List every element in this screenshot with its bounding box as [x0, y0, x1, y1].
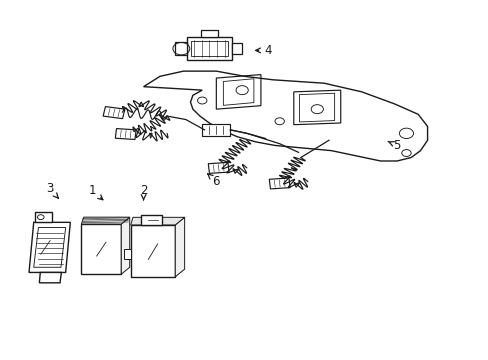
- Polygon shape: [143, 71, 427, 161]
- Text: 3: 3: [46, 182, 58, 198]
- Text: 5: 5: [387, 139, 400, 152]
- Polygon shape: [103, 107, 124, 119]
- Polygon shape: [115, 129, 136, 139]
- Polygon shape: [269, 178, 289, 189]
- Polygon shape: [175, 217, 184, 277]
- Polygon shape: [208, 162, 228, 174]
- Polygon shape: [121, 217, 129, 274]
- Polygon shape: [35, 212, 52, 222]
- Polygon shape: [202, 124, 230, 136]
- Polygon shape: [39, 273, 61, 283]
- Polygon shape: [175, 42, 186, 55]
- Polygon shape: [123, 249, 130, 260]
- Polygon shape: [81, 224, 121, 274]
- Polygon shape: [130, 217, 184, 225]
- Polygon shape: [81, 217, 129, 224]
- Polygon shape: [186, 37, 231, 60]
- Polygon shape: [231, 44, 242, 54]
- Text: 6: 6: [207, 174, 220, 188]
- Polygon shape: [141, 215, 162, 225]
- Text: 1: 1: [88, 184, 102, 200]
- Polygon shape: [190, 41, 227, 57]
- Polygon shape: [201, 30, 217, 37]
- Polygon shape: [29, 222, 70, 273]
- Text: 4: 4: [255, 44, 271, 57]
- Text: 2: 2: [140, 184, 147, 200]
- Polygon shape: [130, 225, 175, 277]
